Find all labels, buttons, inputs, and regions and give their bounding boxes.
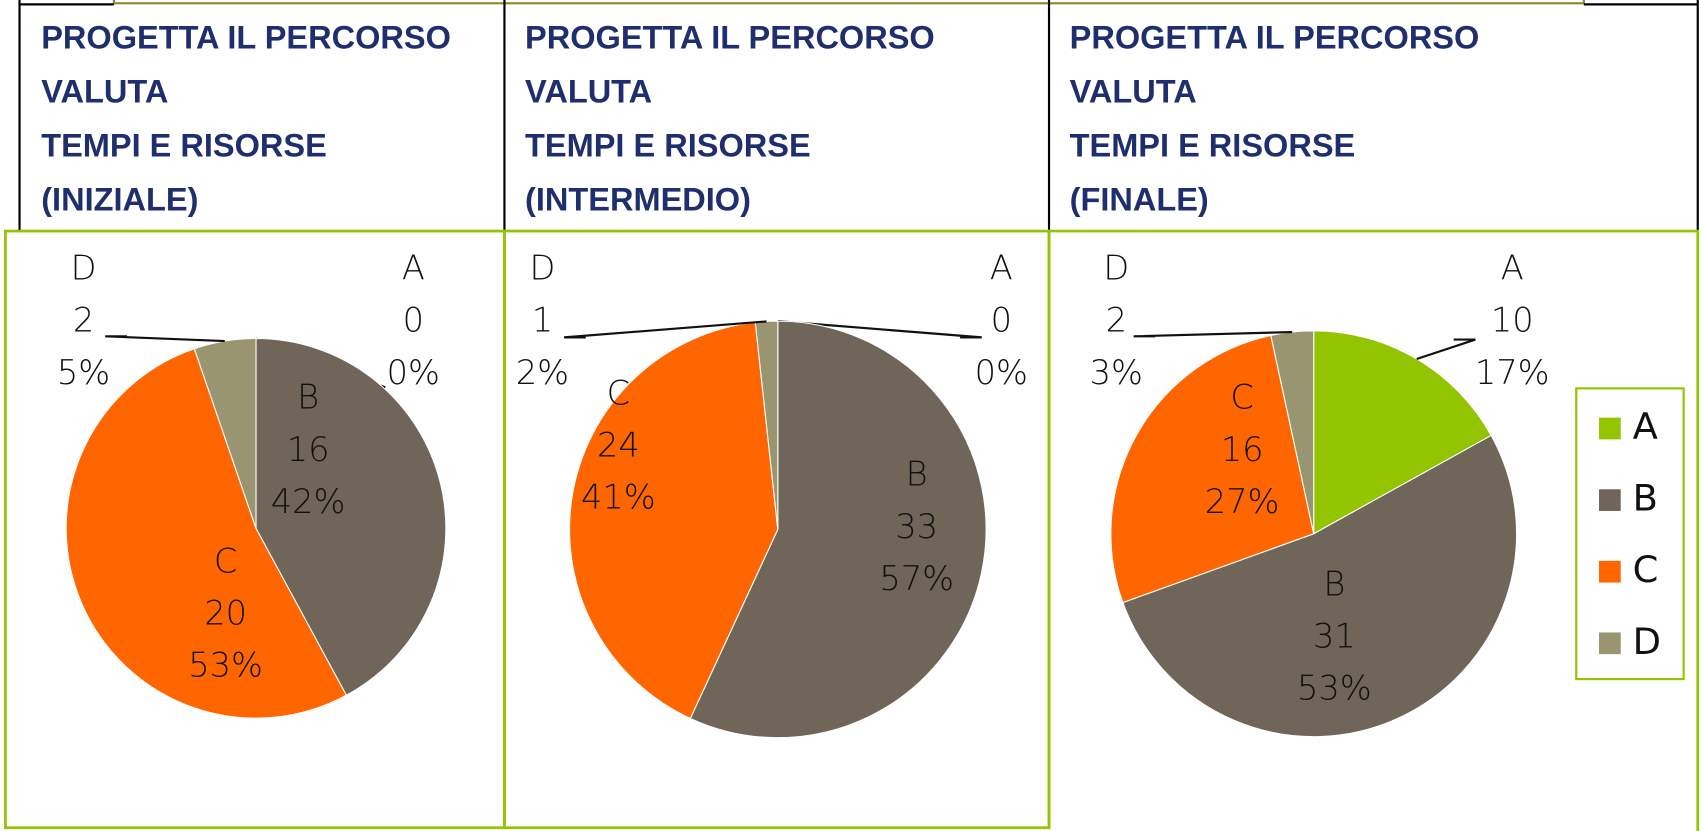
- legend-swatch: [1599, 560, 1621, 583]
- slice-percent: 17%: [1475, 353, 1550, 392]
- slice-percent: 41%: [581, 478, 656, 517]
- slice-value: 10: [1491, 301, 1534, 340]
- pie-slice: [65, 348, 348, 719]
- leader-line: [105, 335, 225, 343]
- slice-value: 0: [403, 301, 424, 340]
- slice-value: 0: [991, 301, 1012, 340]
- legend-box: [1575, 387, 1685, 681]
- header-title: (FINALE): [1070, 181, 1209, 217]
- top-bar: [112, 0, 1585, 5]
- legend-label: C: [1633, 548, 1659, 591]
- legend-swatch: [1599, 489, 1621, 511]
- leader-line: [1133, 330, 1293, 338]
- slice-value: 31: [1313, 616, 1356, 655]
- header-title: (INIZIALE): [41, 181, 198, 217]
- header-title: PROGETTA IL PERCORSO: [41, 20, 451, 56]
- slice-category: C: [1230, 378, 1253, 417]
- slice-category: B: [1323, 564, 1345, 603]
- header-title: PROGETTA IL PERCORSO: [1070, 20, 1480, 56]
- slice-category: A: [402, 249, 425, 288]
- slice-value: 20: [204, 594, 247, 633]
- header-title: VALUTA: [1070, 74, 1197, 110]
- header-title: TEMPI E RISORSE: [525, 128, 811, 164]
- pie-slice: [1122, 434, 1518, 738]
- pie-slice: [1110, 334, 1315, 604]
- header-title: TEMPI E RISORSE: [1070, 128, 1356, 164]
- slice-category: D: [71, 249, 97, 288]
- slice-category: B: [297, 378, 319, 417]
- slice-percent: 5%: [57, 353, 110, 392]
- legend-label: D: [1633, 620, 1661, 663]
- pie-slice: [193, 337, 257, 529]
- slice-percent: 0%: [387, 353, 440, 392]
- header-title: VALUTA: [525, 74, 652, 110]
- slice-percent: 27%: [1205, 482, 1280, 521]
- leader-line: [564, 320, 767, 339]
- header-table: [18, 0, 1699, 232]
- slice-category: D: [529, 249, 555, 288]
- legend-label: B: [1633, 477, 1658, 520]
- slice-value: 1: [532, 301, 553, 340]
- legend-swatch: [1599, 417, 1621, 440]
- legend-label: A: [1633, 405, 1658, 448]
- slice-percent: 57%: [879, 559, 954, 598]
- pie-slice: [689, 320, 987, 739]
- slice-category: A: [1501, 249, 1524, 288]
- leader-line: [1416, 338, 1476, 360]
- slice-percent: 53%: [1297, 668, 1372, 707]
- slice-category: B: [906, 455, 928, 494]
- slice-value: 2: [1106, 301, 1127, 340]
- header-title: VALUTA: [41, 74, 168, 110]
- slice-category: C: [214, 542, 237, 581]
- slice-percent: 53%: [188, 646, 263, 685]
- slice-value: 24: [597, 425, 640, 464]
- slice-value: 33: [895, 507, 938, 546]
- pie-slice: [1313, 330, 1492, 535]
- pie-slice: [568, 321, 779, 720]
- slice-percent: 2%: [516, 353, 569, 392]
- slice-percent: 3%: [1090, 353, 1143, 392]
- slice-value: 16: [1221, 430, 1264, 469]
- chart-frames: [4, 229, 1700, 831]
- header-title: TEMPI E RISORSE: [41, 128, 327, 164]
- slice-category: C: [607, 373, 630, 412]
- slice-category: D: [1103, 249, 1129, 288]
- legend-swatch: [1599, 632, 1621, 655]
- header-title: PROGETTA IL PERCORSO: [525, 20, 935, 56]
- slice-category: A: [990, 249, 1013, 288]
- leader-line: [777, 320, 982, 339]
- slice-value: 2: [73, 301, 94, 340]
- slice-value: 16: [287, 430, 330, 469]
- slice-percent: 42%: [271, 482, 346, 521]
- header-title: (INTERMEDIO): [525, 181, 751, 217]
- pie-slice: [255, 337, 447, 697]
- slice-percent: 0%: [975, 353, 1028, 392]
